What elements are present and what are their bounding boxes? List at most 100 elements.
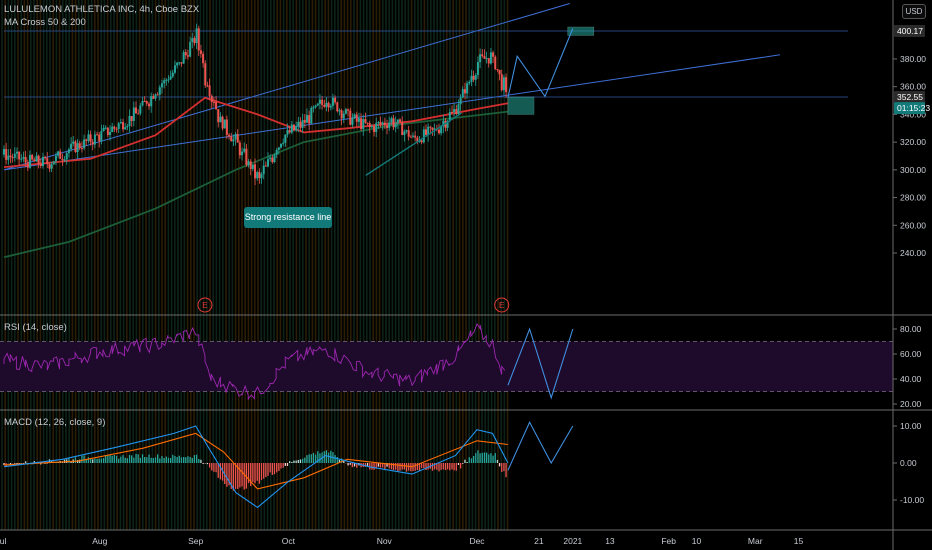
candle-body: [111, 126, 114, 132]
rsi-pane[interactable]: [0, 323, 893, 401]
candle-body: [137, 113, 140, 115]
candle-body: [106, 127, 109, 135]
earnings-marker[interactable]: [197, 297, 213, 313]
candle-body: [455, 109, 458, 115]
candle-body: [160, 83, 163, 88]
candle-body: [409, 136, 412, 138]
candle-body: [429, 126, 432, 128]
time-axis-label: 13: [605, 536, 615, 546]
candle-body: [193, 38, 196, 44]
candle-body: [470, 75, 473, 82]
price-axis[interactable]: 240.00 260.00 280.00 300.00 320.00 340.00 360.…: [893, 25, 930, 505]
candle-body: [165, 79, 168, 81]
price-axis-label: 300.00: [900, 165, 926, 175]
price-tag[interactable]: [894, 102, 925, 115]
time-axis-label: Mar: [748, 536, 763, 546]
candle-body: [128, 115, 131, 127]
candle-body: [76, 143, 79, 153]
candle-body: [184, 52, 187, 56]
candle-body: [427, 126, 430, 135]
macd-pane[interactable]: [3, 421, 574, 509]
time-axis-label: Nov: [377, 536, 393, 546]
candle-body: [457, 104, 460, 115]
ma-cross-legend: MA Cross 50 & 200: [4, 17, 86, 28]
price-tag[interactable]: [894, 25, 925, 37]
macd-axis-label: 0.00: [900, 458, 917, 468]
candle-body: [425, 129, 427, 135]
candle-body: [321, 99, 324, 105]
candle-body: [65, 153, 68, 160]
price-tag-label: 400.17: [897, 26, 923, 36]
ma50-line: [3, 96, 509, 168]
macd-axis-label: -10.00: [900, 495, 924, 505]
target-zone-box[interactable]: [567, 26, 595, 36]
entry-zone-box[interactable]: [507, 96, 535, 115]
candle-body: [225, 119, 228, 135]
resistance-annotation[interactable]: Strong resistance line: [244, 207, 332, 228]
candle-body: [234, 134, 237, 140]
candle-body: [314, 105, 317, 108]
candle-body: [496, 69, 499, 71]
candle-body: [349, 110, 352, 125]
time-axis[interactable]: Jul Aug Sep Oct Nov Dec 21 2021 13 Feb 10 Mar 15: [0, 536, 804, 546]
candle-body: [7, 155, 10, 160]
candle-body: [57, 151, 60, 156]
candle-body: [72, 141, 75, 144]
candle-body: [446, 121, 449, 128]
candle-body: [498, 69, 501, 75]
candle-body: [113, 126, 116, 129]
candle-body: [180, 62, 183, 64]
candle-body: [54, 155, 57, 162]
macd-projection-path[interactable]: [507, 421, 574, 471]
candle-body: [124, 127, 127, 130]
candle-body: [202, 53, 205, 64]
candle-body: [132, 107, 135, 121]
candle-body: [143, 101, 146, 103]
candle-body: [236, 134, 239, 143]
candle-body: [290, 124, 293, 133]
candle-body: [139, 105, 142, 114]
candle-body: [212, 101, 215, 103]
earnings-marker[interactable]: [494, 297, 510, 313]
price-projection-path[interactable]: [507, 28, 574, 98]
candle-body: [500, 74, 503, 91]
candle-body: [186, 55, 189, 57]
candle-body: [241, 151, 244, 156]
rsi-projection-path[interactable]: [507, 327, 574, 400]
candle-body: [46, 158, 49, 165]
currency-badge[interactable]: USD: [902, 4, 926, 19]
candle-body: [412, 135, 415, 137]
macd-axis-label: 10.00: [900, 421, 922, 431]
candle-body: [22, 157, 25, 159]
candle-body: [466, 83, 469, 94]
rsi-axis-label: 20.00: [900, 399, 922, 409]
candle-body: [422, 129, 425, 143]
trendline-lower-channel[interactable]: [3, 54, 781, 171]
price-tag[interactable]: [894, 91, 925, 104]
candle-body: [254, 164, 257, 179]
candle-body: [305, 115, 308, 123]
candle-body: [383, 122, 386, 126]
candle-body: [377, 122, 380, 124]
candle-body: [310, 107, 313, 124]
candle-body: [98, 134, 101, 142]
rsi-axis-label: 40.00: [900, 374, 922, 384]
price-axis-label: 320.00: [900, 137, 926, 147]
candle-body: [489, 52, 492, 64]
candle-body: [479, 54, 482, 63]
candle-body: [228, 134, 231, 137]
candle-body: [93, 134, 96, 145]
candle-body: [273, 154, 276, 163]
candle-body: [292, 124, 295, 131]
rsi-band-fill: [0, 341, 893, 392]
rsi-axis-label: 80.00: [900, 324, 922, 334]
candle-body: [74, 141, 77, 153]
candle-body: [63, 159, 66, 161]
candle-body: [119, 122, 122, 124]
candle-body: [336, 102, 339, 112]
candle-body: [152, 96, 155, 99]
candle-body: [269, 157, 272, 160]
